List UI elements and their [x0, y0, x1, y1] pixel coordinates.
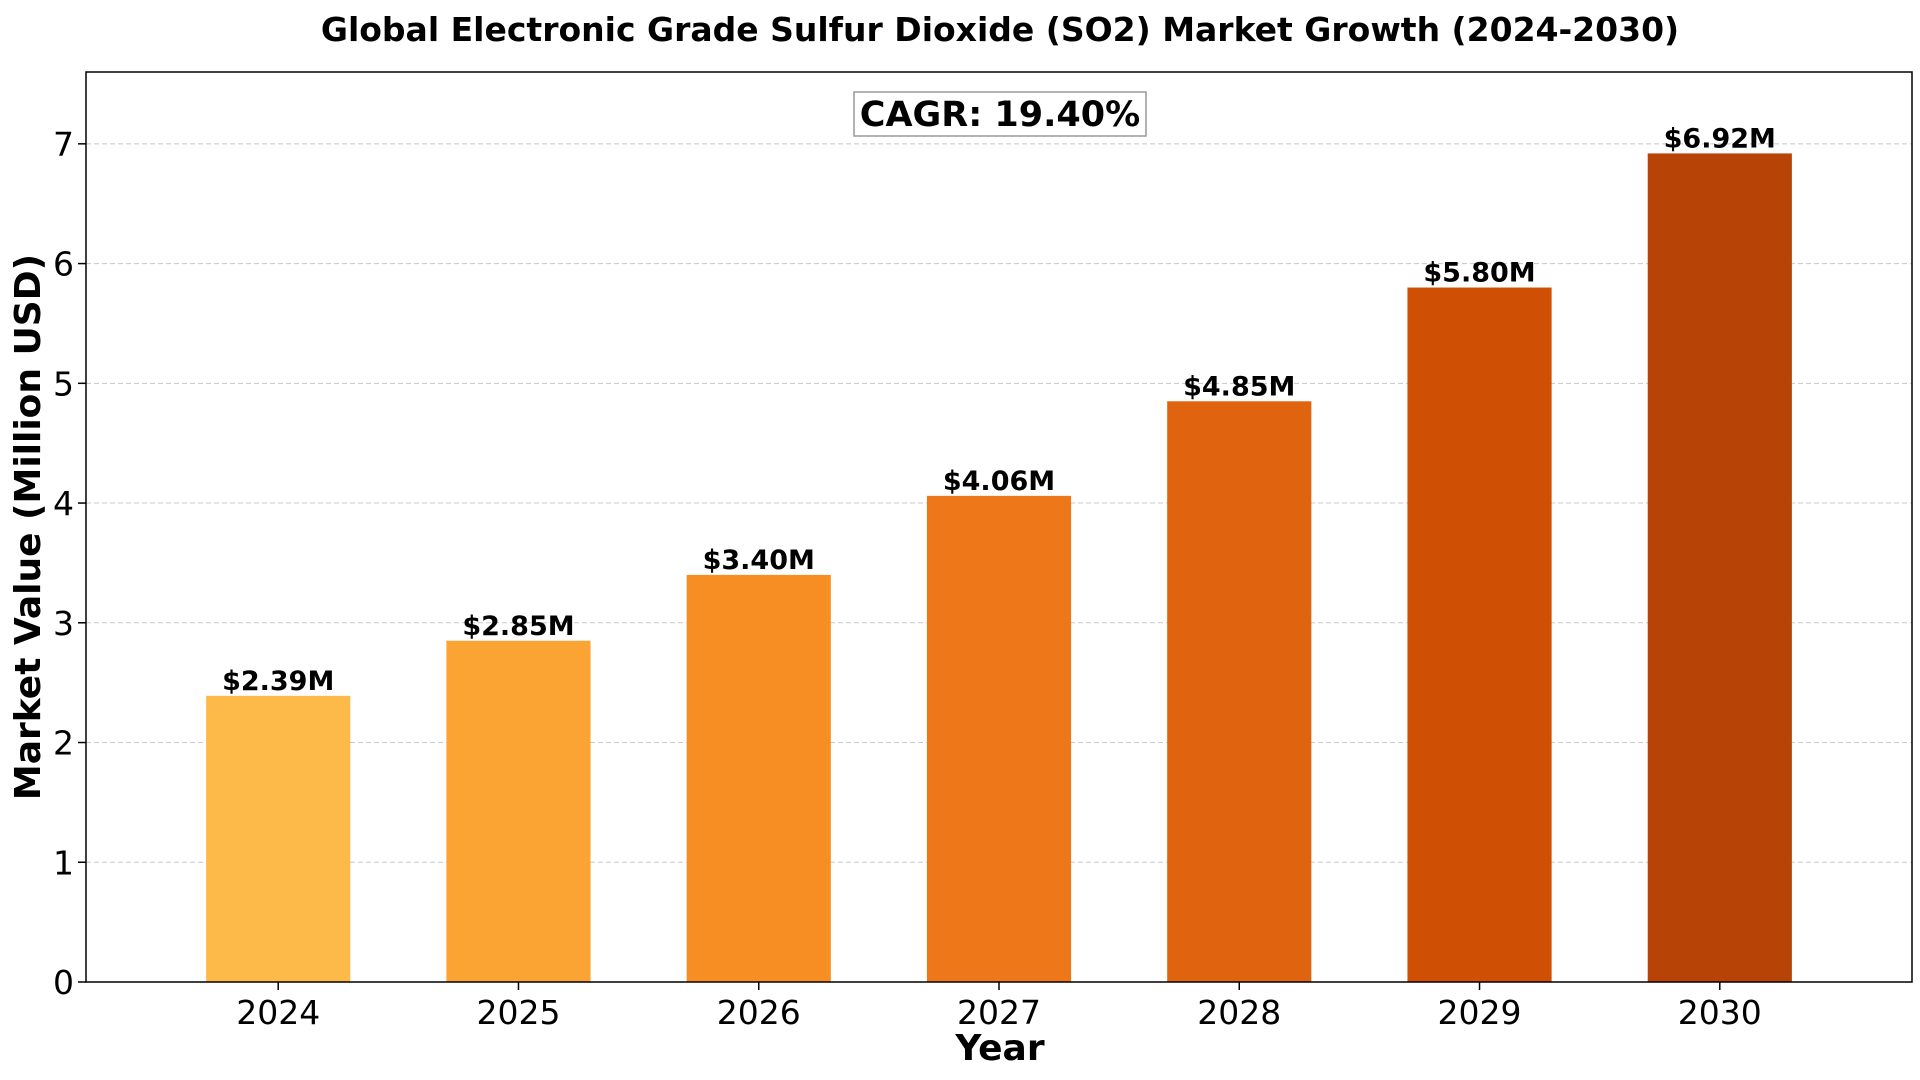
y-tick-label: 7 [53, 125, 74, 164]
plot-frame [85, 71, 1913, 983]
bar-2027 [926, 495, 1072, 982]
y-tick-label: 6 [53, 245, 74, 284]
x-tick-label-2026: 2026 [717, 993, 801, 1032]
cagr-box [853, 91, 1147, 137]
chart-title: Global Electronic Grade Sulfur Dioxide (… [321, 10, 1679, 49]
x-tick-label-2030: 2030 [1678, 993, 1762, 1032]
bar-2026 [686, 574, 831, 982]
y-axis-ticks: 0 1 2 3 4 5 6 7 [53, 125, 86, 1002]
x-tick-label-2025: 2025 [476, 993, 560, 1032]
bar-value-label-2025: $2.85M [462, 611, 574, 642]
x-tick-label-2029: 2029 [1438, 993, 1522, 1032]
bars [206, 153, 1792, 983]
x-axis-ticks: 2024 2025 2026 2027 2028 2029 2030 [236, 982, 1762, 1032]
x-tick-label-2027: 2027 [957, 993, 1041, 1032]
bar-2029 [1407, 287, 1552, 982]
y-tick-label: 5 [53, 364, 74, 403]
bar-value-label-2027: $4.06M [943, 466, 1055, 497]
bar-value-label-2024: $2.39M [222, 666, 334, 697]
cagr-annotation: CAGR: 19.40% [853, 91, 1147, 137]
bar-value-label-2026: $3.40M [703, 545, 815, 576]
bar-value-label-2030: $6.92M [1664, 123, 1776, 154]
y-tick-label: 2 [53, 724, 74, 763]
y-tick-label: 3 [53, 604, 74, 643]
cagr-label: CAGR: 19.40% [860, 95, 1140, 135]
bar-2030 [1647, 153, 1792, 983]
bar-2024 [206, 695, 351, 982]
bar-2028 [1167, 401, 1312, 982]
x-axis-label: Year [954, 1028, 1044, 1069]
x-tick-label-2028: 2028 [1197, 993, 1281, 1032]
bar-value-label-2028: $4.85M [1183, 371, 1295, 402]
bar-value-label-2029: $5.80M [1423, 258, 1535, 289]
bar-value-labels: $2.39M $2.85M $3.40M $4.06M $4.85M $5.80M $6.9… [222, 123, 1776, 696]
y-axis-label: Market Value (Million USD) [8, 254, 49, 800]
y-tick-label: 4 [53, 484, 74, 523]
x-tick-label-2024: 2024 [236, 993, 320, 1032]
y-tick-label: 1 [53, 843, 74, 882]
bar-2025 [446, 640, 591, 982]
y-tick-label: 0 [53, 963, 74, 1002]
